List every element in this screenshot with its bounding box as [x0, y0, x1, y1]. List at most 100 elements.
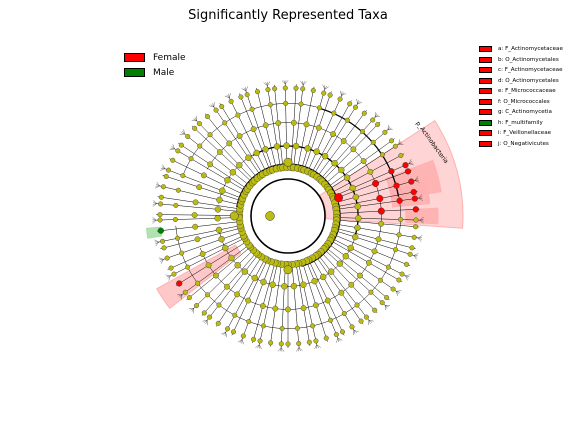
branch [162, 175, 242, 202]
tree-node [310, 323, 316, 329]
tree-node [354, 224, 361, 231]
clade-legend-item: d: O_Actinomycetales [479, 76, 563, 87]
clade-legend-label: d: O_Actinomycetales [498, 77, 559, 84]
tree-node [347, 101, 353, 107]
tree-node [315, 124, 322, 131]
branch-fan [384, 305, 388, 309]
branch-fan [298, 347, 303, 351]
tree-node [175, 187, 181, 193]
branch-fan [368, 320, 371, 324]
clade-legend: a: F_Actinomycetaceae b: O_Actinomycetal… [479, 44, 563, 149]
branch-fan [414, 180, 420, 183]
branch [159, 185, 241, 206]
branch-fan [419, 218, 424, 221]
branch [215, 256, 262, 327]
branch-fan [212, 103, 215, 108]
tree-node [378, 220, 385, 227]
branch [204, 113, 258, 179]
branch [269, 264, 282, 347]
tree-node [262, 122, 269, 129]
branch-fan [167, 275, 171, 279]
tree-node [222, 120, 228, 126]
clade-legend-item: j: O_Negativicutes [479, 139, 563, 150]
tree-node [172, 217, 178, 223]
branch-fan [368, 320, 373, 323]
tree-node [235, 112, 241, 118]
branch [319, 116, 376, 180]
tree-node [323, 335, 329, 341]
tree-node [338, 166, 345, 174]
tree-node [313, 148, 320, 155]
branch [313, 103, 358, 175]
tree-node [259, 303, 266, 309]
branch-fan [204, 320, 208, 323]
clade-legend-label: c: F_Actinomycetaceae [498, 67, 563, 74]
tree-node [197, 143, 203, 149]
branch-fan [375, 114, 379, 118]
tree-node [375, 122, 381, 128]
tree-node [285, 306, 291, 313]
branch-fan [303, 81, 307, 86]
branch [169, 158, 245, 196]
branch-fan [413, 255, 418, 258]
tree-node [272, 86, 278, 92]
tree-node [304, 145, 311, 152]
clade-swatch [479, 56, 492, 63]
clade-highlight [156, 244, 242, 310]
branch [332, 234, 411, 267]
branch-fan [353, 330, 359, 332]
branch [231, 259, 268, 336]
tree-node [340, 138, 347, 144]
tree-node [157, 217, 163, 223]
branch-fan [205, 320, 208, 324]
branch [267, 85, 281, 168]
branch-fan [419, 219, 424, 222]
clade-swatch [479, 140, 492, 147]
branch [334, 180, 416, 204]
branch-fan [285, 80, 287, 85]
tree-node [279, 325, 285, 331]
tree-node [352, 104, 358, 110]
tree-node [300, 281, 307, 288]
branch-fan [166, 275, 171, 277]
branch [321, 121, 381, 182]
tree-node [214, 206, 222, 213]
branch-fan [229, 93, 231, 98]
tree-node [173, 202, 179, 208]
tree-node [207, 161, 214, 168]
branch-fan [419, 220, 424, 224]
tree-node [246, 319, 252, 325]
tree-node [382, 129, 388, 135]
tree-node [341, 311, 347, 317]
branch-fan [405, 275, 409, 279]
hub-node [229, 211, 239, 221]
branch-fan [193, 118, 197, 121]
root-node [265, 211, 275, 221]
legend-label-female: Female [153, 52, 186, 63]
branch-fan [408, 160, 413, 164]
tree-node [216, 302, 222, 308]
branch-fan [353, 330, 356, 335]
branch-fan [417, 237, 422, 239]
branch [312, 257, 355, 331]
branch-fan [396, 290, 402, 292]
branch-fan [156, 181, 160, 186]
branch-fan [224, 95, 230, 99]
branch [335, 227, 416, 250]
branch-fan [316, 344, 321, 348]
branch [158, 225, 241, 243]
clade-legend-label: e: F_Micrococcaceae [498, 88, 556, 95]
tree-node [218, 235, 225, 243]
tree-node [228, 98, 234, 104]
tree-node [204, 114, 210, 120]
branch-fan [408, 163, 414, 166]
branch [239, 93, 271, 171]
tree-node [278, 341, 284, 347]
branch [284, 84, 288, 168]
branch [175, 241, 247, 286]
tree-node [245, 297, 252, 304]
branch-fan [339, 90, 342, 96]
tree-node [228, 254, 235, 262]
tree-node [205, 262, 212, 269]
